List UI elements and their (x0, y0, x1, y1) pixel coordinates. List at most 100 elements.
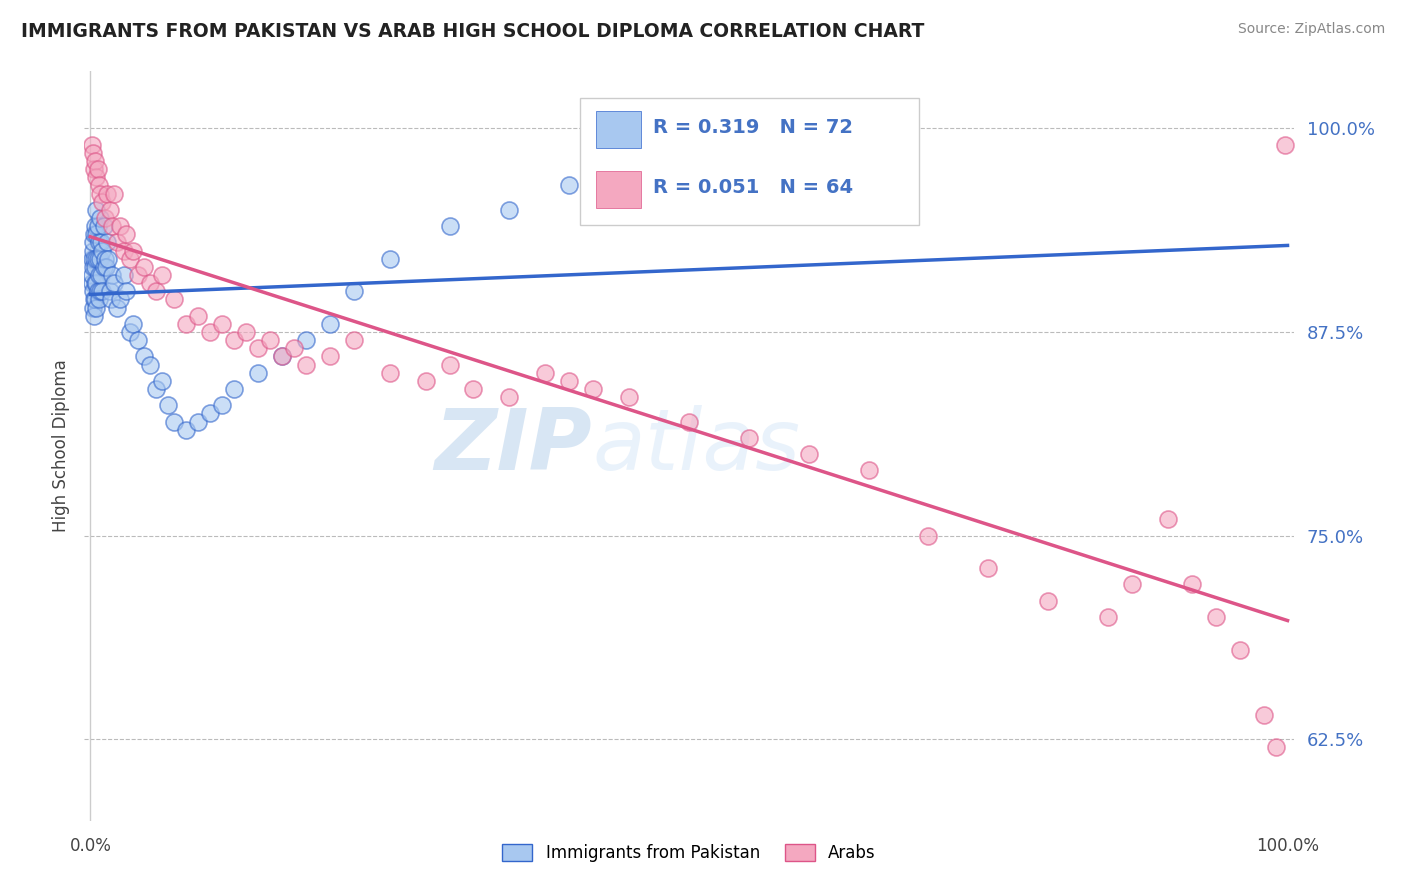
Point (378, 252, 401, 266)
Point (118, 252, 141, 266)
Point (115, 285, 138, 299)
Point (977, 561, 1000, 575)
Point (145, 285, 167, 299)
Point (678, 415, 700, 429)
Point (105, 301, 128, 315)
Point (415, 374, 437, 388)
Point (1253, 707, 1275, 722)
Point (87, 178, 110, 193)
Point (270, 350, 292, 364)
Point (91, 194, 114, 209)
Point (558, 374, 581, 388)
Point (295, 358, 318, 372)
Point (343, 333, 366, 347)
Point (80, 268, 103, 282)
Point (93, 219, 115, 233)
Point (187, 415, 209, 429)
Point (582, 145, 605, 160)
Point (103, 276, 125, 290)
Point (86, 252, 108, 266)
Point (89, 186, 111, 201)
Point (98, 285, 121, 299)
Point (917, 528, 939, 542)
Point (93, 211, 115, 225)
Point (270, 350, 292, 364)
Point (211, 317, 233, 331)
Point (1205, 610, 1227, 624)
Point (101, 268, 124, 282)
Point (82, 145, 104, 160)
Point (86, 252, 108, 266)
Point (139, 276, 162, 290)
Point (378, 366, 401, 380)
Point (89, 211, 111, 225)
Point (1264, 740, 1286, 755)
Point (112, 244, 135, 258)
Point (150, 374, 173, 388)
Point (222, 333, 245, 347)
Point (82, 285, 104, 299)
Point (84, 293, 107, 307)
FancyBboxPatch shape (581, 97, 918, 225)
FancyBboxPatch shape (596, 171, 641, 208)
Point (1274, 137, 1296, 152)
Point (150, 268, 173, 282)
Point (174, 423, 197, 437)
Point (127, 268, 149, 282)
Point (84, 219, 107, 233)
Point (83, 162, 105, 177)
Point (86, 285, 108, 299)
Point (84, 260, 107, 274)
Text: atlas: atlas (592, 404, 800, 488)
Point (139, 358, 162, 372)
Point (797, 447, 820, 461)
Text: IMMIGRANTS FROM PAKISTAN VS ARAB HIGH SCHOOL DIPLOMA CORRELATION CHART: IMMIGRANTS FROM PAKISTAN VS ARAB HIGH SC… (21, 22, 925, 41)
Point (84, 153, 107, 168)
Point (558, 178, 581, 193)
Point (1036, 593, 1059, 607)
Point (87, 235, 110, 250)
Point (90, 268, 112, 282)
Point (211, 398, 233, 412)
Point (96, 186, 118, 201)
Point (259, 333, 281, 347)
Point (498, 202, 520, 217)
Point (283, 341, 305, 355)
Point (163, 415, 186, 429)
Y-axis label: High School Diploma: High School Diploma (52, 359, 70, 533)
Point (86, 170, 108, 185)
Legend: Immigrants from Pakistan, Arabs: Immigrants from Pakistan, Arabs (495, 837, 883, 869)
Point (534, 366, 557, 380)
Point (96, 235, 118, 250)
Point (738, 431, 761, 445)
FancyBboxPatch shape (596, 112, 641, 148)
Point (87, 293, 110, 307)
Point (198, 406, 221, 420)
Point (82, 244, 104, 258)
Point (86, 276, 108, 290)
Text: R = 0.051   N = 64: R = 0.051 N = 64 (652, 178, 853, 197)
Point (145, 382, 167, 396)
Point (110, 219, 132, 233)
Point (89, 252, 111, 266)
Point (100, 293, 122, 307)
Point (198, 325, 221, 339)
Point (115, 227, 138, 242)
Point (1157, 512, 1180, 526)
Point (86, 162, 108, 177)
Point (82, 301, 104, 315)
Point (84, 276, 107, 290)
Point (235, 325, 257, 339)
Point (86, 227, 108, 242)
Text: ZIP: ZIP (434, 404, 592, 488)
Point (83, 309, 105, 323)
Point (93, 252, 115, 266)
Text: R = 0.319   N = 72: R = 0.319 N = 72 (652, 118, 852, 136)
Point (163, 293, 186, 307)
Point (498, 390, 520, 404)
Point (122, 317, 145, 331)
Point (82, 260, 104, 274)
Point (105, 235, 128, 250)
Point (222, 382, 245, 396)
Point (101, 219, 124, 233)
